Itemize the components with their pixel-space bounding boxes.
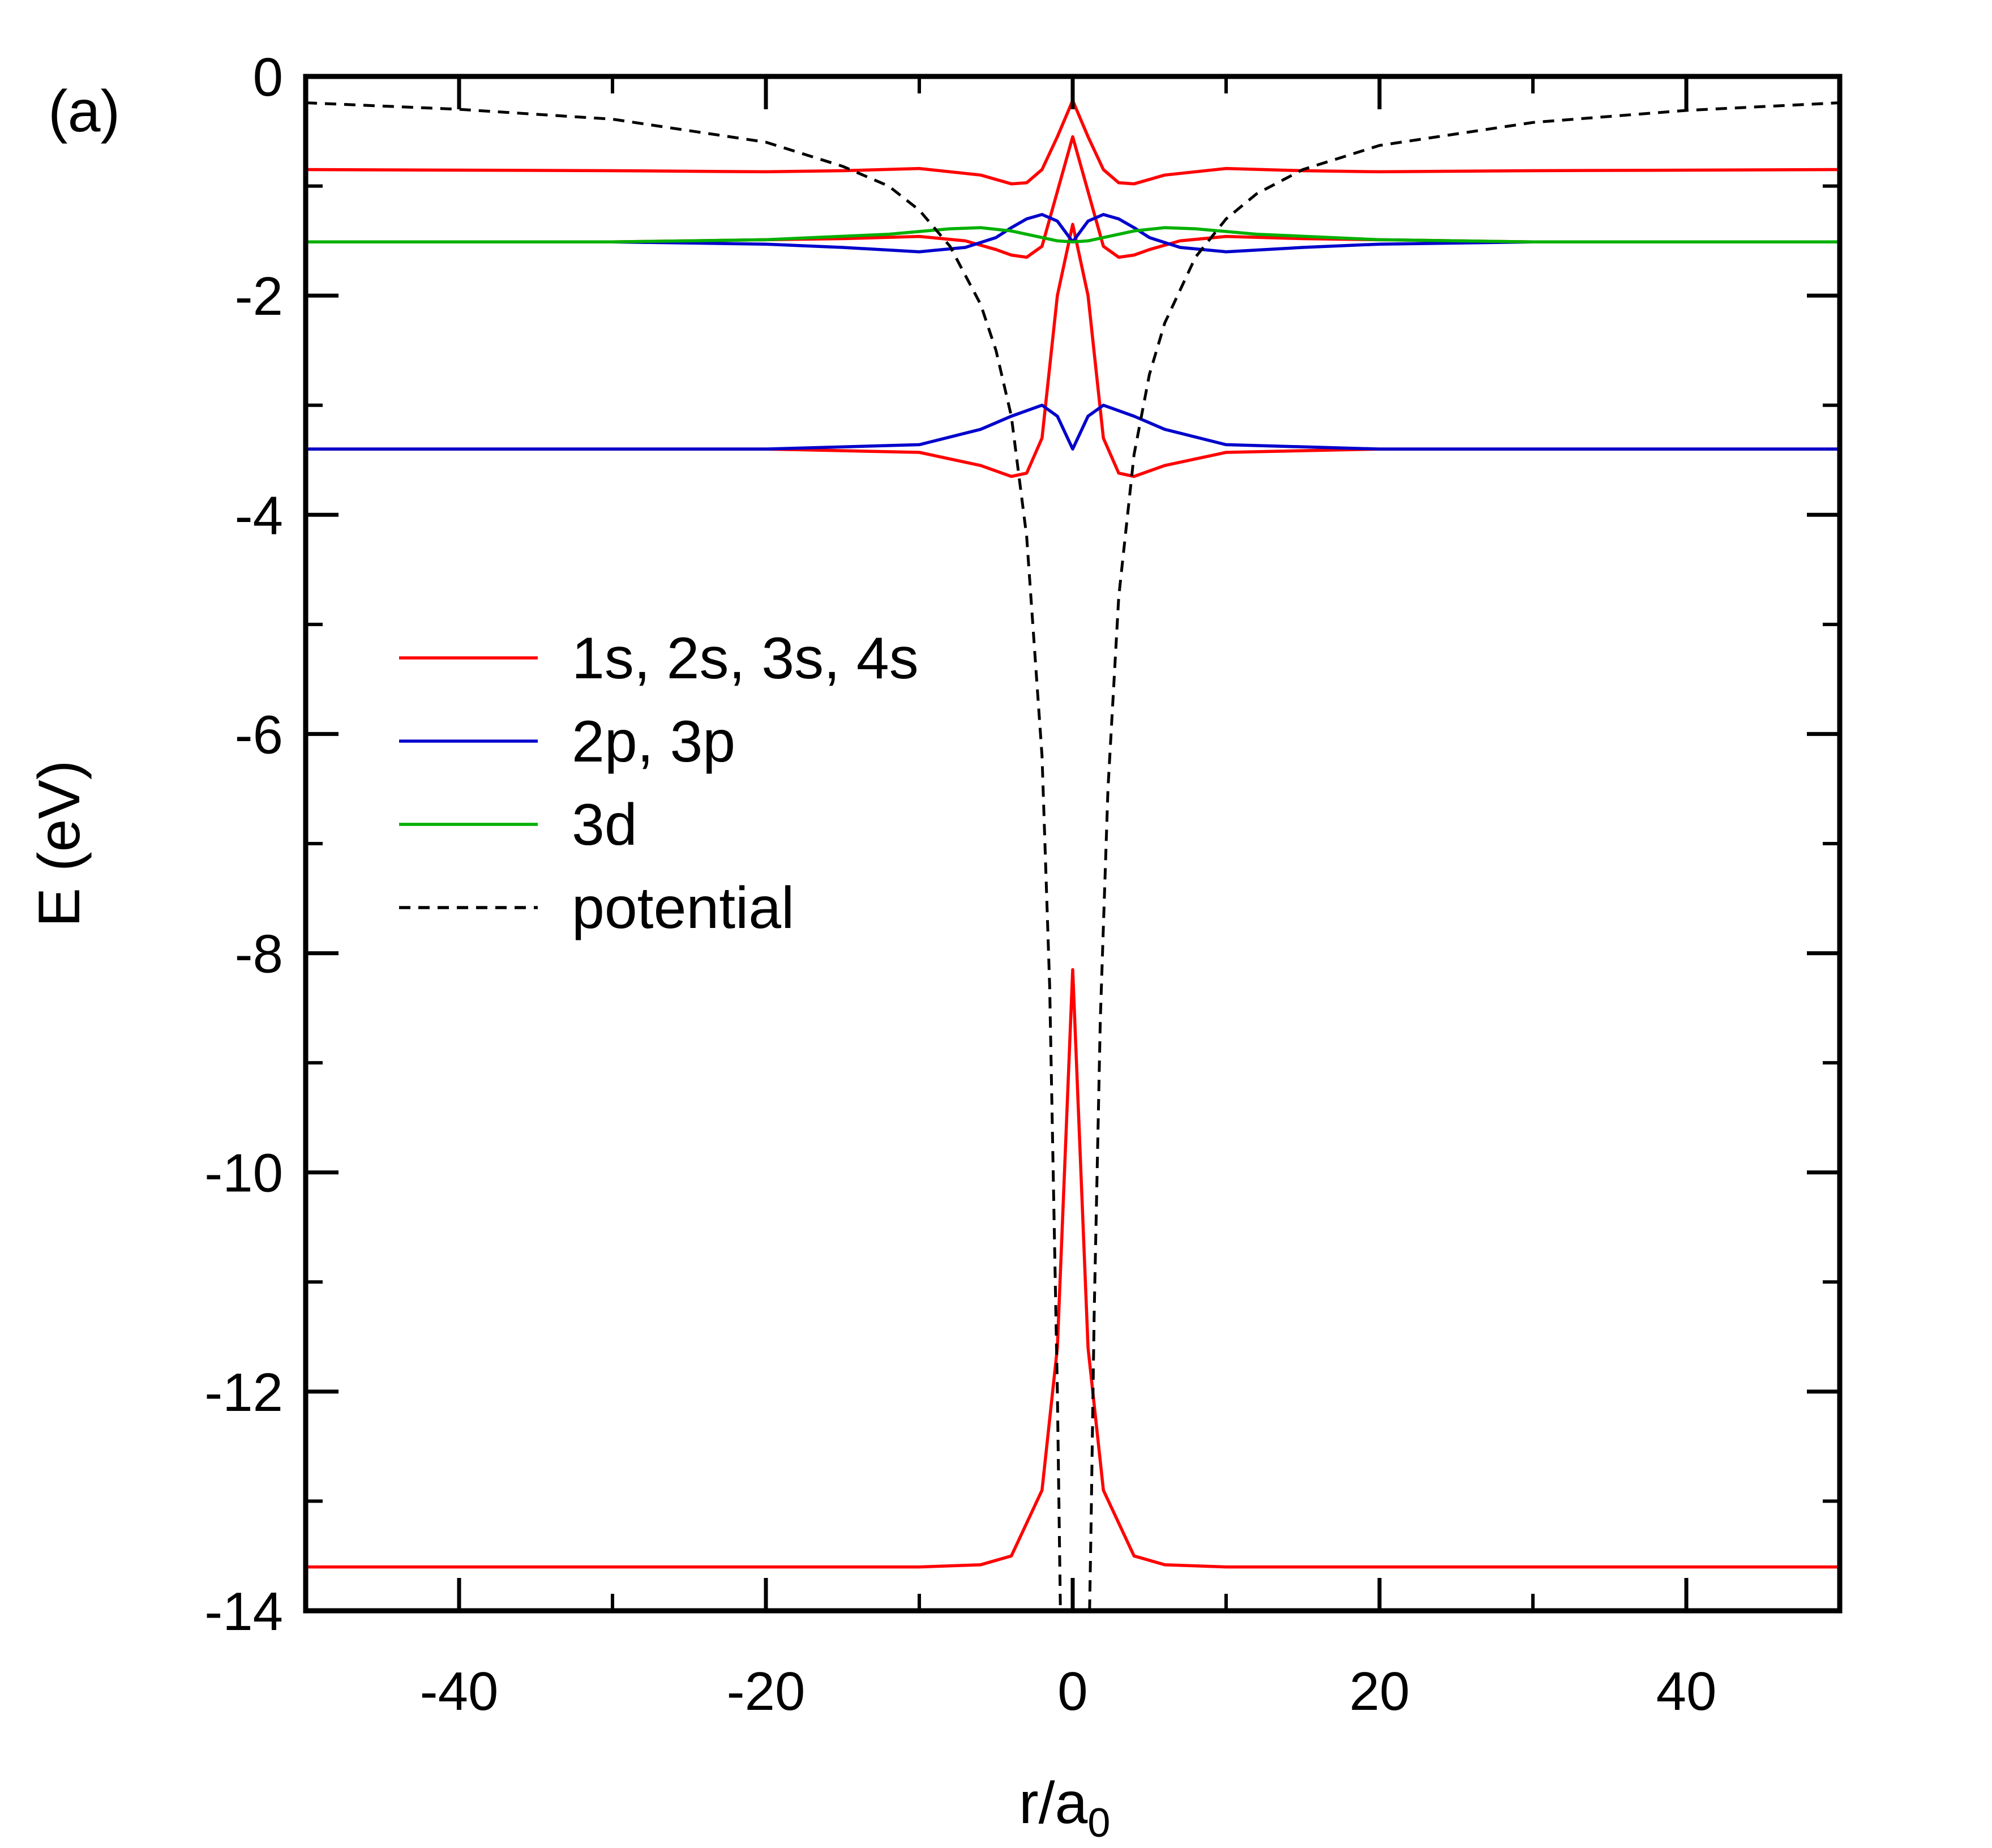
y-tick-label: -2: [235, 266, 283, 327]
y-tick-label: -10: [204, 1143, 283, 1204]
series-line-potential-7: [306, 101, 1065, 1611]
x-tick-label: -20: [727, 1661, 806, 1722]
x-tick-label: 40: [1656, 1661, 1717, 1722]
x-tick-label: -40: [420, 1661, 499, 1722]
y-axis-title: E (eV): [27, 760, 92, 927]
series-line-d-6: [306, 226, 1840, 244]
x-tick-label: 20: [1350, 1661, 1410, 1722]
y-tick-label: -12: [204, 1362, 283, 1423]
x-axis-title-subscript: 0: [1087, 1800, 1110, 1846]
panel-label: (a): [48, 79, 120, 144]
legend-label: 2p, 3p: [572, 709, 735, 775]
legend: 1s, 2s, 3s, 4s 2p, 3p 3d potential: [399, 626, 919, 941]
y-tick-label: -14: [204, 1581, 283, 1642]
y-tick-label: -8: [235, 924, 283, 985]
x-axis-title: r/a0: [1019, 1770, 1110, 1846]
plot-frame: [303, 74, 1843, 1614]
series-line-p-4: [306, 403, 1840, 451]
tick-layer: -40 -20 0 20 40 0 -2 -4 -6 -8 -10 -12 -14: [204, 47, 1840, 1722]
series-line-s-0: [306, 968, 1840, 1569]
x-tick-label: 0: [1057, 1661, 1087, 1722]
series-layer: [306, 99, 1840, 1611]
legend-label: potential: [572, 875, 794, 941]
y-tick-label: 0: [253, 47, 283, 108]
series-line-s-2: [306, 135, 1840, 259]
legend-label: 3d: [572, 792, 637, 858]
series-line-s-1: [306, 223, 1840, 478]
legend-label: 1s, 2s, 3s, 4s: [572, 626, 919, 691]
y-tick-label: -6: [235, 704, 283, 765]
series-line-p-5: [306, 213, 1840, 254]
series-line-potential-8: [1088, 101, 1840, 1611]
y-tick-label: -4: [235, 485, 283, 546]
